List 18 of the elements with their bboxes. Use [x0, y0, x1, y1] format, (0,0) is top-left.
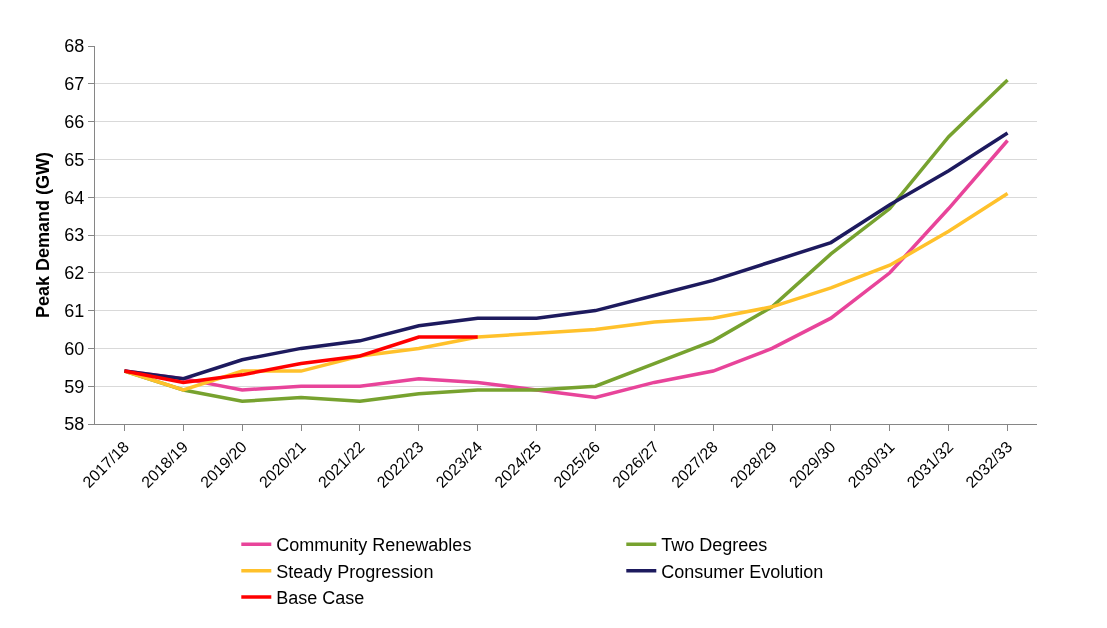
- y-tick-label: 59: [64, 376, 85, 397]
- y-tick-label: 64: [64, 187, 85, 208]
- y-tick-label: 67: [64, 74, 85, 95]
- legend-label: Community Renewables: [276, 535, 472, 556]
- y-tick-label: 60: [64, 338, 85, 359]
- y-tick-label: 68: [64, 36, 85, 57]
- y-tick-label: 65: [64, 149, 85, 170]
- y-tick-label: 62: [64, 263, 85, 284]
- y-tick-label: 63: [64, 225, 85, 246]
- line-series: [122, 335, 480, 385]
- y-tick-label: 66: [64, 111, 85, 132]
- legend-label: Two Degrees: [661, 535, 768, 556]
- y-axis-title: Peak Demand (GW): [32, 151, 53, 319]
- y-tick-label: 61: [64, 300, 85, 321]
- legend-label: Consumer Evolution: [661, 561, 824, 582]
- legend-label: Steady Progression: [276, 561, 434, 582]
- y-tick-label: 58: [64, 414, 85, 435]
- legend-label: Base Case: [276, 588, 365, 609]
